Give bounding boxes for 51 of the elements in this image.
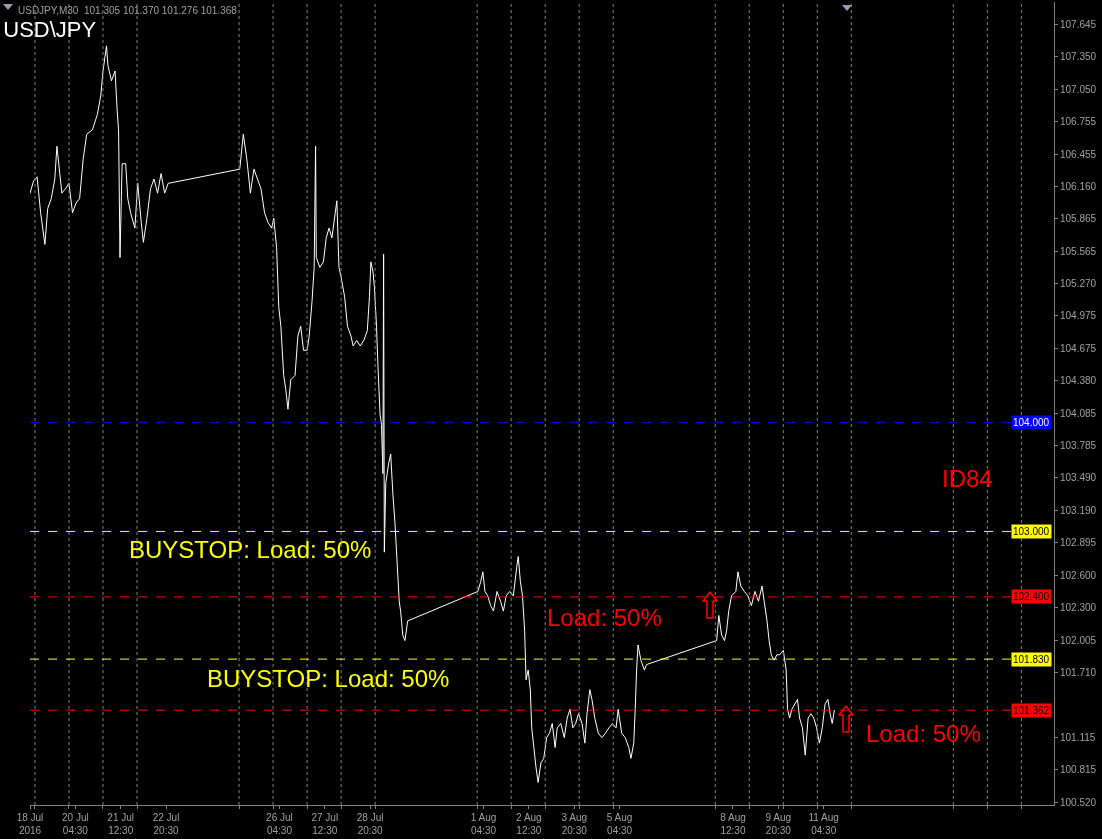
y-tick-label: 102.600 (1060, 569, 1097, 581)
y-tick-label: 107.350 (1060, 51, 1097, 63)
annotation: ID84 (942, 465, 993, 492)
y-tick-label: 101.115 (1060, 731, 1096, 743)
chart-subtitle: USDJPY,M30 101.305 101.370 101.276 101.368 (18, 5, 238, 16)
y-tick-label: 105.865 (1060, 213, 1097, 225)
ref-line-label: 101.830 (1013, 654, 1050, 665)
y-tick-label: 107.050 (1060, 84, 1097, 96)
y-tick-label: 106.755 (1060, 116, 1097, 128)
ref-line-label: 102.400 (1013, 591, 1050, 602)
y-tick-label: 105.270 (1060, 278, 1097, 290)
annotation: BUYSTOP: Load: 50% (207, 665, 450, 692)
y-tick-label: 103.785 (1060, 440, 1097, 452)
y-tick-label: 100.520 (1060, 796, 1097, 808)
y-tick-label: 106.160 (1060, 181, 1097, 193)
y-tick-label: 104.380 (1060, 375, 1097, 387)
x-tick-label: 1 Aug 04:30 (470, 812, 497, 836)
y-tick-label: 100.815 (1060, 764, 1097, 776)
annotation: BUYSTOP: Load: 50% (129, 536, 372, 563)
x-tick-label: 20 Jul 04:30 (62, 812, 89, 836)
y-tick-label: 107.645 (1060, 19, 1097, 31)
y-tick-label: 103.190 (1060, 505, 1097, 517)
x-tick-label: 11 Aug 04:30 (808, 812, 839, 836)
y-tick-label: 102.005 (1060, 634, 1097, 646)
y-tick-label: 102.300 (1060, 602, 1097, 614)
annotation: Load: 50% (866, 720, 981, 747)
y-tick-label: 102.895 (1060, 537, 1097, 549)
y-tick-label: 104.975 (1060, 310, 1097, 322)
x-tick-label: 22 Jul 20:30 (152, 812, 180, 836)
y-tick-label: 106.455 (1060, 148, 1097, 160)
annotation: Load: 50% (547, 604, 662, 631)
x-tick-label: 27 Jul 12:30 (311, 812, 339, 836)
line-series (30, 45, 835, 783)
text: USD\JPY (3, 17, 97, 43)
x-tick-label: 2 Aug 12:30 (516, 812, 542, 836)
x-tick-label: 8 Aug 12:30 (720, 812, 746, 836)
x-tick-label: 26 Jul 04:30 (266, 812, 293, 836)
x-tick-label: 9 Aug 20:30 (765, 812, 792, 836)
x-tick-label: 5 Aug 04:30 (606, 812, 633, 836)
ref-line-label: 101.362 (1013, 705, 1050, 716)
x-tick-label: 18 Jul 2016 (16, 812, 44, 836)
y-tick-label: 101.710 (1060, 666, 1097, 678)
x-tick-label: 28 Jul 20:30 (356, 812, 384, 836)
x-tick-label: 3 Aug 20:30 (561, 812, 588, 836)
ref-line-label: 103.000 (1013, 526, 1050, 537)
y-tick-label: 103.490 (1060, 472, 1097, 484)
ref-line-label: 104.000 (1013, 417, 1050, 428)
x-tick-label: 21 Jul 12:30 (107, 812, 135, 836)
y-tick-label: 104.085 (1060, 407, 1097, 419)
y-tick-label: 104.675 (1060, 343, 1097, 355)
y-tick-label: 105.565 (1060, 246, 1097, 258)
